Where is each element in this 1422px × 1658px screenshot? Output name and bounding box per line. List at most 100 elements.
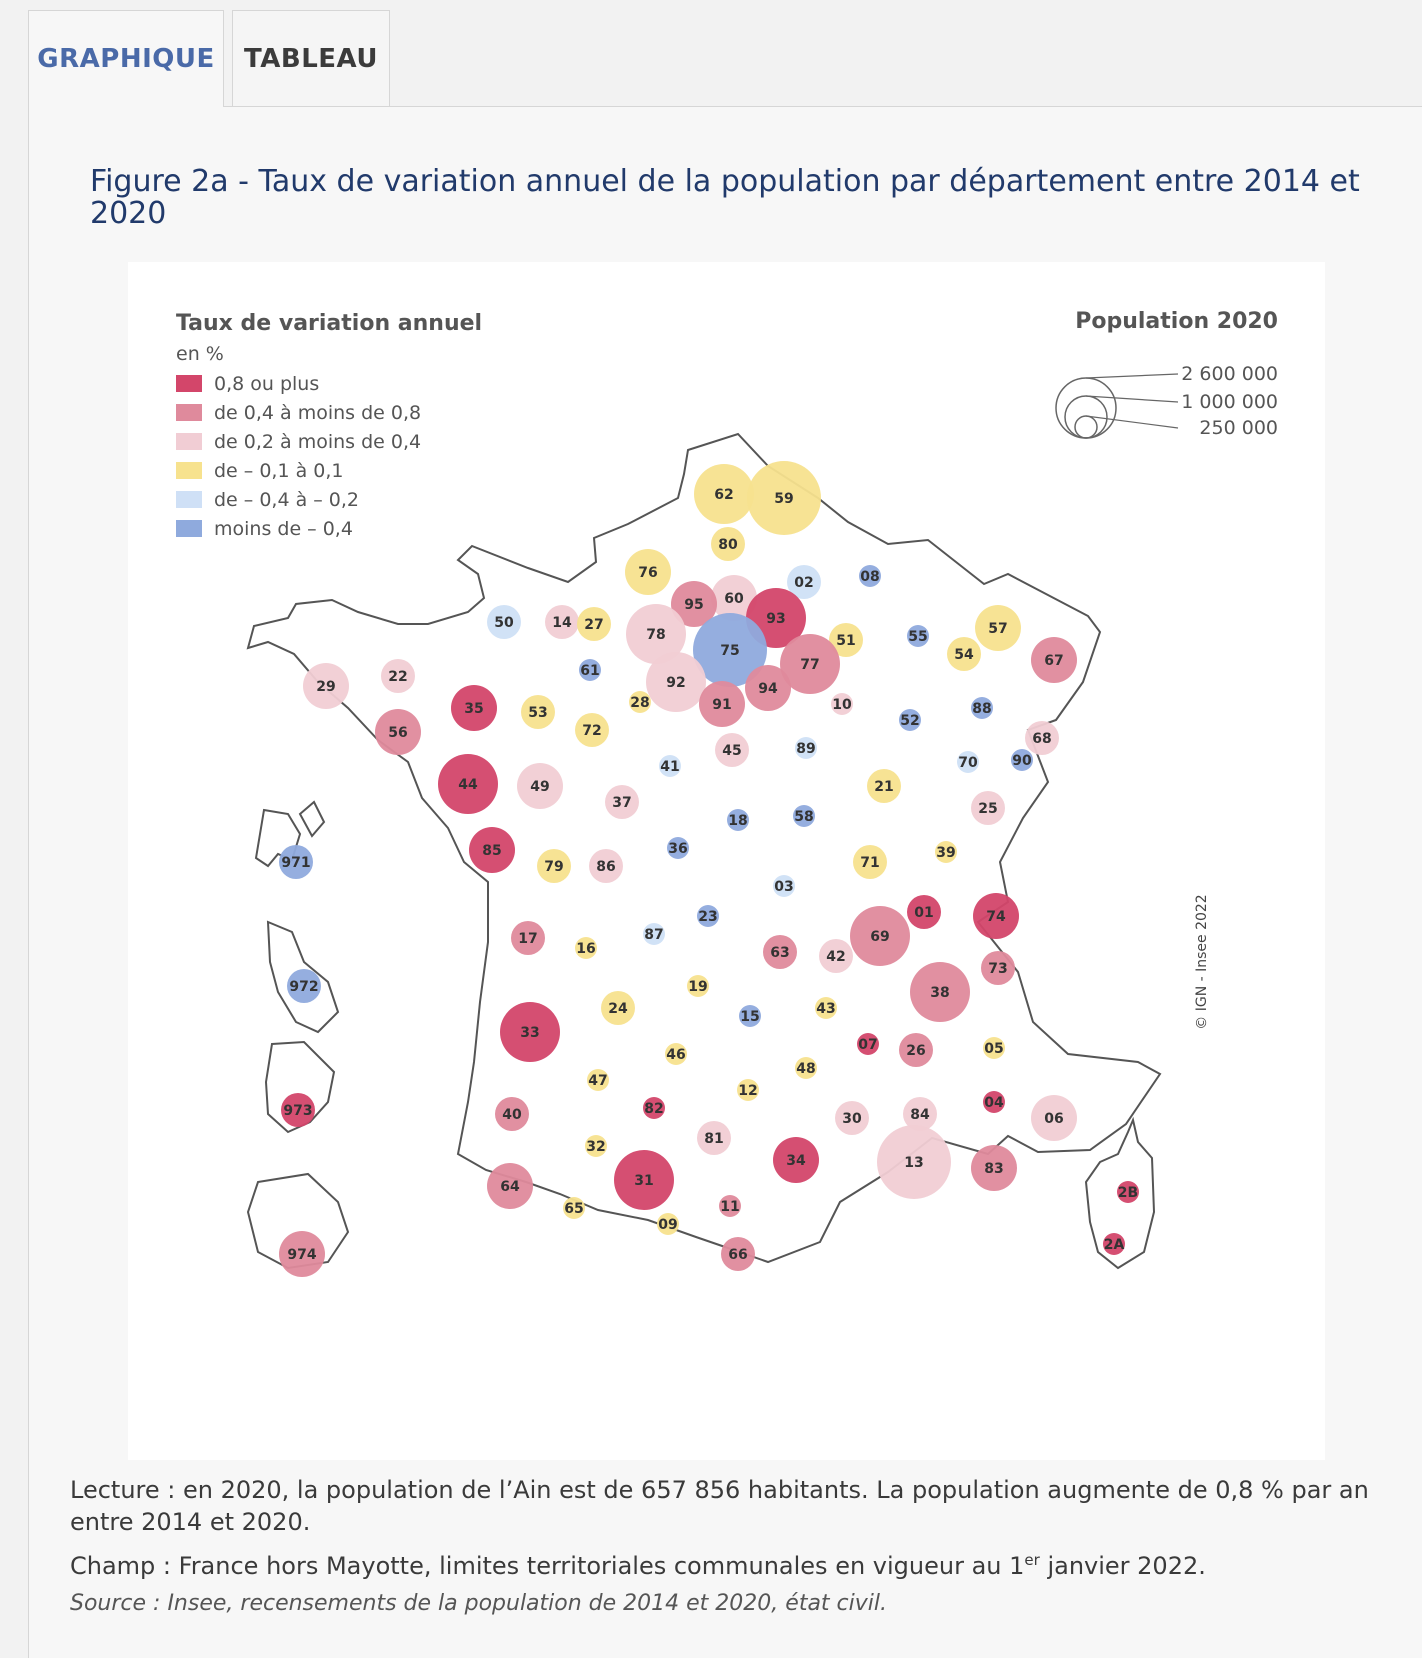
department-marker-57[interactable]: 57 xyxy=(975,605,1021,651)
department-marker-58[interactable]: 58 xyxy=(793,805,815,827)
department-marker-49[interactable]: 49 xyxy=(517,763,563,809)
department-marker-10[interactable]: 10 xyxy=(831,693,853,715)
department-marker-80[interactable]: 80 xyxy=(711,527,745,561)
department-marker-18[interactable]: 18 xyxy=(727,809,749,831)
department-marker-37[interactable]: 37 xyxy=(605,785,639,819)
department-marker-77[interactable]: 77 xyxy=(780,634,840,694)
department-marker-08[interactable]: 08 xyxy=(859,565,881,587)
department-marker-51[interactable]: 51 xyxy=(829,623,863,657)
department-marker-13[interactable]: 13 xyxy=(877,1125,951,1199)
department-marker-38[interactable]: 38 xyxy=(910,962,970,1022)
department-marker-67[interactable]: 67 xyxy=(1031,637,1077,683)
department-marker-04[interactable]: 04 xyxy=(983,1091,1005,1113)
department-marker-53[interactable]: 53 xyxy=(521,695,555,729)
department-marker-60[interactable]: 60 xyxy=(711,575,757,621)
department-marker-44[interactable]: 44 xyxy=(438,754,498,814)
tab-tableau[interactable]: TABLEAU xyxy=(232,10,390,106)
department-marker-59[interactable]: 59 xyxy=(747,461,821,535)
department-marker-34[interactable]: 34 xyxy=(773,1137,819,1183)
department-marker-12[interactable]: 12 xyxy=(737,1079,759,1101)
department-marker-24[interactable]: 24 xyxy=(601,991,635,1025)
department-marker-2B[interactable]: 2B xyxy=(1117,1181,1139,1203)
department-marker-05[interactable]: 05 xyxy=(983,1037,1005,1059)
department-marker-41[interactable]: 41 xyxy=(659,755,681,777)
department-marker-19[interactable]: 19 xyxy=(687,975,709,997)
department-marker-84[interactable]: 84 xyxy=(903,1097,937,1131)
department-marker-61[interactable]: 61 xyxy=(579,659,601,681)
department-marker-15[interactable]: 15 xyxy=(739,1005,761,1027)
department-marker-45[interactable]: 45 xyxy=(715,733,749,767)
department-marker-82[interactable]: 82 xyxy=(643,1097,665,1119)
department-marker-03[interactable]: 03 xyxy=(773,875,795,897)
department-marker-973[interactable]: 973 xyxy=(281,1093,315,1127)
department-marker-89[interactable]: 89 xyxy=(795,737,817,759)
department-marker-91[interactable]: 91 xyxy=(699,681,745,727)
department-marker-95[interactable]: 95 xyxy=(671,581,717,627)
tab-graphique[interactable]: GRAPHIQUE xyxy=(28,10,224,107)
department-marker-23[interactable]: 23 xyxy=(697,905,719,927)
department-marker-30[interactable]: 30 xyxy=(835,1101,869,1135)
department-marker-06[interactable]: 06 xyxy=(1031,1095,1077,1141)
department-marker-14[interactable]: 14 xyxy=(545,605,579,639)
department-marker-88[interactable]: 88 xyxy=(971,697,993,719)
department-marker-72[interactable]: 72 xyxy=(575,713,609,747)
department-marker-65[interactable]: 65 xyxy=(563,1197,585,1219)
department-marker-09[interactable]: 09 xyxy=(657,1213,679,1235)
department-marker-66[interactable]: 66 xyxy=(721,1237,755,1271)
department-marker-25[interactable]: 25 xyxy=(971,791,1005,825)
department-marker-48[interactable]: 48 xyxy=(795,1057,817,1079)
department-marker-40[interactable]: 40 xyxy=(495,1097,529,1131)
department-marker-54[interactable]: 54 xyxy=(947,637,981,671)
department-marker-47[interactable]: 47 xyxy=(587,1069,609,1091)
department-marker-02[interactable]: 02 xyxy=(787,565,821,599)
department-marker-83[interactable]: 83 xyxy=(971,1145,1017,1191)
department-marker-42[interactable]: 42 xyxy=(819,939,853,973)
department-marker-29[interactable]: 29 xyxy=(303,663,349,709)
department-marker-22[interactable]: 22 xyxy=(381,659,415,693)
department-marker-87[interactable]: 87 xyxy=(643,923,665,945)
department-marker-79[interactable]: 79 xyxy=(537,849,571,883)
department-marker-81[interactable]: 81 xyxy=(697,1121,731,1155)
department-marker-69[interactable]: 69 xyxy=(850,906,910,966)
department-marker-64[interactable]: 64 xyxy=(487,1163,533,1209)
department-marker-01[interactable]: 01 xyxy=(907,895,941,929)
department-marker-32[interactable]: 32 xyxy=(585,1135,607,1157)
department-marker-63[interactable]: 63 xyxy=(763,935,797,969)
department-marker-62[interactable]: 62 xyxy=(694,464,754,524)
department-marker-27[interactable]: 27 xyxy=(577,607,611,641)
department-marker-36[interactable]: 36 xyxy=(667,837,689,859)
department-marker-2A[interactable]: 2A xyxy=(1103,1233,1125,1255)
department-marker-78[interactable]: 78 xyxy=(626,604,686,664)
department-marker-94[interactable]: 94 xyxy=(745,665,791,711)
department-marker-52[interactable]: 52 xyxy=(899,709,921,731)
department-marker-90[interactable]: 90 xyxy=(1011,749,1033,771)
department-marker-76[interactable]: 76 xyxy=(625,549,671,595)
department-marker-26[interactable]: 26 xyxy=(899,1033,933,1067)
department-marker-16[interactable]: 16 xyxy=(575,937,597,959)
department-marker-68[interactable]: 68 xyxy=(1025,721,1059,755)
department-marker-21[interactable]: 21 xyxy=(867,769,901,803)
department-marker-31[interactable]: 31 xyxy=(614,1150,674,1210)
department-marker-43[interactable]: 43 xyxy=(815,997,837,1019)
department-marker-70[interactable]: 70 xyxy=(957,751,979,773)
department-marker-28[interactable]: 28 xyxy=(629,691,651,713)
department-marker-55[interactable]: 55 xyxy=(907,625,929,647)
department-marker-972[interactable]: 972 xyxy=(287,969,321,1003)
department-marker-74[interactable]: 74 xyxy=(973,893,1019,939)
department-marker-92[interactable]: 92 xyxy=(646,652,706,712)
department-marker-75[interactable]: 75 xyxy=(693,613,767,687)
department-marker-85[interactable]: 85 xyxy=(469,827,515,873)
department-marker-17[interactable]: 17 xyxy=(511,921,545,955)
department-marker-07[interactable]: 07 xyxy=(857,1033,879,1055)
department-marker-86[interactable]: 86 xyxy=(589,849,623,883)
department-marker-11[interactable]: 11 xyxy=(719,1195,741,1217)
department-marker-56[interactable]: 56 xyxy=(375,709,421,755)
department-marker-50[interactable]: 50 xyxy=(487,605,521,639)
department-marker-35[interactable]: 35 xyxy=(451,685,497,731)
department-marker-73[interactable]: 73 xyxy=(981,951,1015,985)
department-marker-974[interactable]: 974 xyxy=(279,1231,325,1277)
department-marker-46[interactable]: 46 xyxy=(665,1043,687,1065)
department-marker-71[interactable]: 71 xyxy=(853,845,887,879)
department-marker-33[interactable]: 33 xyxy=(500,1002,560,1062)
department-marker-971[interactable]: 971 xyxy=(279,845,313,879)
